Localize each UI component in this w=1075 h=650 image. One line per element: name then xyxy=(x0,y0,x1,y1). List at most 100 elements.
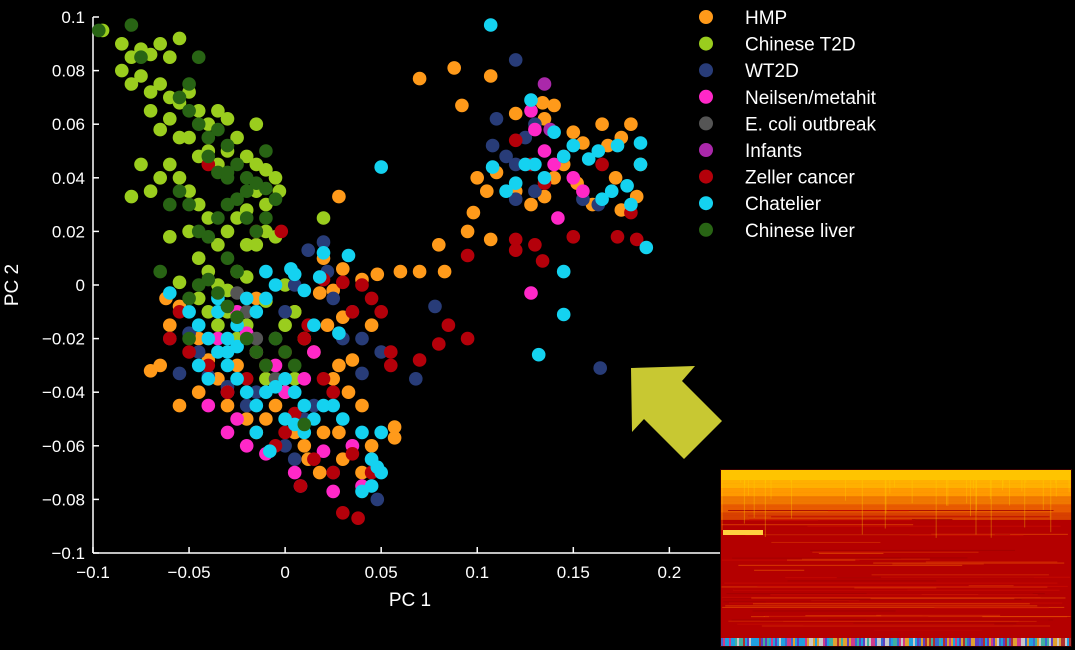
point-wt2d xyxy=(287,452,302,467)
point-chinese-liver xyxy=(153,264,167,279)
point-neilsen-metahit xyxy=(201,398,216,413)
point-zeller-cancer xyxy=(364,291,379,306)
point-neilsen-metahit xyxy=(576,184,590,198)
point-chinese-liver xyxy=(191,278,206,292)
point-chinese-liver xyxy=(134,50,148,64)
point-chinese-t2d xyxy=(163,112,177,126)
point-hmp xyxy=(364,439,379,453)
point-hmp xyxy=(345,353,360,367)
point-wt2d xyxy=(316,235,331,249)
point-chinese-t2d xyxy=(230,130,244,145)
point-zeller-cancer xyxy=(297,331,312,346)
point-chinese-liver xyxy=(259,144,273,158)
point-chinese-t2d xyxy=(287,372,302,386)
legend-marker xyxy=(699,196,713,211)
point-hmp xyxy=(316,425,331,440)
legend-marker xyxy=(699,89,713,104)
point-hmp xyxy=(437,264,452,279)
point-chatelier xyxy=(639,240,654,255)
point-zeller-cancer xyxy=(316,372,331,386)
point-chatelier xyxy=(259,291,273,306)
point-zeller-cancer xyxy=(274,224,289,239)
point-hmp xyxy=(239,412,254,426)
point-hmp xyxy=(259,412,273,426)
point-chinese-liver xyxy=(201,130,216,145)
point-chatelier xyxy=(341,248,356,263)
point-chatelier xyxy=(312,270,327,284)
x-tick-label: −0.05 xyxy=(168,563,211,582)
point-chatelier xyxy=(604,184,619,198)
legend-entry: HMP xyxy=(745,8,787,29)
legend-entry: Chinese liver xyxy=(745,221,855,242)
y-tick-label: −0.08 xyxy=(42,490,85,509)
point-hmp xyxy=(447,61,462,75)
point-neilsen-metahit xyxy=(297,372,312,386)
point-chatelier xyxy=(284,262,298,276)
point-chinese-t2d xyxy=(153,77,167,91)
point-chatelier xyxy=(263,444,277,459)
point-chinese-t2d xyxy=(143,104,158,118)
point-chatelier xyxy=(249,425,264,440)
y-tick-label: 0.02 xyxy=(52,222,85,241)
point-chinese-t2d xyxy=(259,163,273,177)
point-hmp xyxy=(355,398,369,413)
legend-marker xyxy=(699,10,713,24)
point-zeller-cancer xyxy=(412,353,427,367)
point-neilsen-metahit xyxy=(307,345,321,359)
point-chinese-liver xyxy=(220,251,235,265)
point-wt2d xyxy=(489,112,504,126)
axes: 0.1 0.08 0.06 0.04 0.02 0 −0.02 −0.04 −0.06 −0.08… xyxy=(2,8,727,611)
point-chinese-t2d xyxy=(249,238,264,252)
legend-entry: WT2D xyxy=(745,61,799,82)
point-hmp xyxy=(364,318,379,333)
point-chatelier xyxy=(163,286,177,300)
point-chatelier xyxy=(287,417,302,432)
point-hmp xyxy=(336,262,350,276)
point-neilsen-metahit xyxy=(220,425,235,440)
point-chatelier xyxy=(531,347,546,362)
point-wt2d xyxy=(301,243,316,257)
point-hmp xyxy=(143,364,158,378)
point-chinese-t2d xyxy=(316,211,331,225)
point-zeller-cancer xyxy=(566,230,581,244)
x-tick-label: 0.2 xyxy=(658,563,682,582)
point-hmp xyxy=(483,69,498,83)
point-chatelier xyxy=(326,398,341,413)
point-chinese-t2d xyxy=(220,112,235,126)
point-chatelier xyxy=(485,160,500,174)
point-hmp xyxy=(332,358,346,373)
y-tick-label: −0.1 xyxy=(51,544,85,563)
point-chinese-t2d xyxy=(172,275,187,290)
point-chinese-t2d xyxy=(115,37,129,51)
point-chatelier xyxy=(191,358,206,373)
point-chatelier xyxy=(278,372,292,386)
point-chinese-t2d xyxy=(191,197,206,212)
point-chatelier xyxy=(624,197,638,212)
point-chatelier xyxy=(201,331,216,346)
point-chinese-t2d xyxy=(115,63,129,78)
point-hmp xyxy=(297,439,312,453)
y-axis-label: PC 2 xyxy=(2,264,23,306)
point-chatelier xyxy=(508,176,523,190)
point-chatelier xyxy=(332,326,346,341)
point-zeller-cancer xyxy=(351,511,365,525)
point-chinese-t2d xyxy=(134,157,148,172)
point-chinese-liver xyxy=(259,358,273,373)
x-tick-label: 0 xyxy=(280,563,289,582)
point-wt2d xyxy=(508,192,523,206)
point-zeller-cancer xyxy=(374,305,389,319)
point-chinese-liver xyxy=(220,138,235,153)
point-wt2d xyxy=(355,331,369,346)
y-tick-label: 0 xyxy=(76,276,85,295)
point-infants xyxy=(537,77,552,91)
point-chatelier xyxy=(287,385,302,400)
point-chinese-liver xyxy=(191,50,206,64)
point-chatelier xyxy=(610,138,625,153)
point-hmp xyxy=(312,465,327,480)
point-hmp xyxy=(480,184,494,198)
point-hmp xyxy=(432,238,446,252)
point-hmp xyxy=(387,431,402,445)
point-zeller-cancer xyxy=(307,452,321,467)
point-chinese-t2d xyxy=(134,69,148,83)
point-chatelier xyxy=(518,157,533,172)
